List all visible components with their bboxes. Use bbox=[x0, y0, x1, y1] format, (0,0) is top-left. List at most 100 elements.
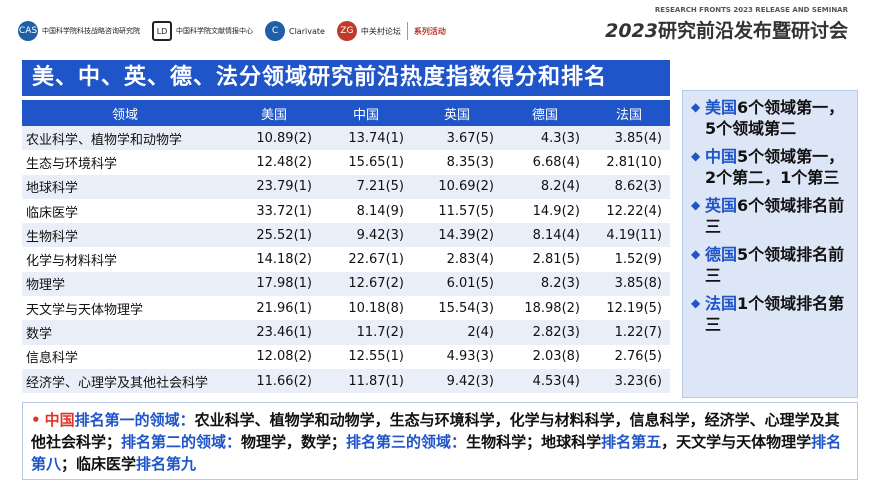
library-logo: LD 中国科学院文献情报中心 bbox=[152, 21, 253, 41]
summary-text: 法国1个领域排名第三 bbox=[705, 293, 853, 335]
score-cell: 10.18(8) bbox=[320, 296, 412, 321]
score-cell: 14.9(2) bbox=[502, 198, 588, 224]
table-header-row: 领域 美国 中国 英国 德国 法国 bbox=[22, 100, 670, 126]
table-row: 化学与材料科学 14.18(2) 22.67(1) 2.83(4) 2.81(5) 1.5… bbox=[22, 247, 670, 272]
score-cell: 21.96(1) bbox=[228, 296, 320, 321]
score-cell: 12.22(4) bbox=[588, 198, 670, 224]
header-usa: 美国 bbox=[228, 100, 320, 126]
summary-usa: ◆ 美国6个领域第一，5个领域第二 bbox=[691, 97, 853, 139]
rank5-fields: ，天文学与天体物理学 bbox=[661, 433, 812, 451]
score-cell: 13.74(1) bbox=[320, 126, 412, 151]
summary-text: 德国5个领域排名前三 bbox=[705, 244, 853, 286]
header: CAS 中国科学院科技战略咨询研究院 LD 中国科学院文献情报中心 C Clar… bbox=[0, 0, 870, 52]
score-cell: 4.3(3) bbox=[502, 126, 588, 151]
summary-detail: 5个领域排名前三 bbox=[705, 245, 845, 285]
score-cell: 4.93(3) bbox=[412, 344, 502, 369]
table-row: 地球科学 23.79(1) 7.21(5) 10.69(2) 8.2(4) 8.62(3) bbox=[22, 174, 670, 199]
summary-country: 法国 bbox=[705, 294, 738, 313]
summary-detail: 5个领域第一，2个第二，1个第三 bbox=[705, 147, 845, 187]
table-row: 物理学 17.98(1) 12.67(2) 6.01(5) 8.2(3) 3.85(8) bbox=[22, 271, 670, 297]
table-row: 生态与环境科学 12.48(2) 15.65(1) 8.35(3) 6.68(4) 2.8… bbox=[22, 150, 670, 175]
field-name-cell: 地球科学 bbox=[22, 174, 228, 199]
score-cell: 12.48(2) bbox=[228, 150, 320, 175]
score-cell: 9.42(3) bbox=[412, 368, 502, 394]
score-cell: 15.65(1) bbox=[320, 150, 412, 175]
slide-title: 美、中、英、德、法分领域研究前沿热度指数得分和排名 bbox=[22, 60, 670, 96]
summary-uk: ◆ 英国6个领域排名前三 bbox=[691, 195, 853, 237]
score-cell: 2.03(8) bbox=[502, 344, 588, 369]
banner-title: 2023研究前沿发布暨研讨会 bbox=[605, 16, 848, 43]
summary-china: ◆ 中国5个领域第一，2个第二，1个第三 bbox=[691, 146, 853, 188]
score-cell: 1.52(9) bbox=[588, 247, 670, 272]
summary-france: ◆ 法国1个领域排名第三 bbox=[691, 293, 853, 335]
bullet-icon: ◆ bbox=[691, 198, 701, 212]
rank3-label: 排名第三的领域： bbox=[346, 433, 467, 451]
bullet-icon: • bbox=[31, 411, 41, 429]
field-name-cell: 物理学 bbox=[22, 271, 228, 297]
rank1-fields: 农业科学、植物学和动物学，生态与环境科学，化学与材料科学，信息科学，经济学、心理… bbox=[31, 411, 840, 451]
bullet-icon: ◆ bbox=[691, 296, 701, 310]
score-cell: 18.98(2) bbox=[502, 296, 588, 321]
summary-country: 美国 bbox=[705, 98, 738, 117]
header-uk: 英国 bbox=[412, 100, 502, 126]
table-row: 生物科学 25.52(1) 9.42(3) 14.39(2) 8.14(4) 4.19(1… bbox=[22, 223, 670, 248]
forum-logo-text: 中关村论坛 bbox=[360, 26, 401, 36]
table-body: 农业科学、植物学和动物学 10.89(2) 13.74(1) 3.67(5) 4.3(3… bbox=[22, 126, 670, 394]
score-cell: 23.79(1) bbox=[228, 174, 320, 199]
score-cell: 9.42(3) bbox=[320, 223, 412, 248]
rank2-label: 排名第二的领域： bbox=[121, 433, 242, 451]
score-cell: 11.66(2) bbox=[228, 368, 320, 394]
banner-subtitle: RESEARCH FRONTS 2023 RELEASE AND SEMINAR bbox=[654, 6, 848, 14]
score-cell: 2.76(5) bbox=[588, 344, 670, 369]
logo-strip: CAS 中国科学院科技战略咨询研究院 LD 中国科学院文献情报中心 C Clar… bbox=[18, 18, 458, 44]
summary-text: 中国5个领域第一，2个第二，1个第三 bbox=[705, 146, 853, 188]
score-cell: 8.2(4) bbox=[502, 174, 588, 199]
table-row: 农业科学、植物学和动物学 10.89(2) 13.74(1) 3.67(5) 4.3(3… bbox=[22, 126, 670, 151]
score-cell: 2.81(10) bbox=[588, 150, 670, 175]
clarivate-logo: C Clarivate bbox=[265, 21, 325, 41]
bullet-icon: ◆ bbox=[691, 100, 701, 114]
header-germany: 德国 bbox=[502, 100, 588, 126]
score-cell: 25.52(1) bbox=[228, 223, 320, 248]
field-name-cell: 生物科学 bbox=[22, 223, 228, 248]
table-row: 临床医学 33.72(1) 8.14(9) 11.57(5) 14.9(2) 12.22(… bbox=[22, 198, 670, 224]
score-cell: 3.85(4) bbox=[588, 126, 670, 151]
score-cell: 10.69(2) bbox=[412, 174, 502, 199]
rank9-label: 排名第九 bbox=[136, 455, 197, 473]
header-field: 领域 bbox=[22, 100, 228, 126]
table-row: 经济学、心理学及其他社会科学 11.66(2) 11.87(1) 9.42(3) 4.5… bbox=[22, 368, 670, 394]
score-cell: 1.22(7) bbox=[588, 320, 670, 345]
rank1-label: 排名第一的领域： bbox=[74, 411, 195, 429]
score-cell: 10.89(2) bbox=[228, 126, 320, 151]
score-cell: 7.21(5) bbox=[320, 174, 412, 199]
score-cell: 6.68(4) bbox=[502, 150, 588, 175]
score-cell: 8.14(9) bbox=[320, 198, 412, 224]
score-cell: 17.98(1) bbox=[228, 271, 320, 297]
banner-title-text: 研究前沿发布暨研讨会 bbox=[657, 20, 848, 42]
summary-detail: 1个领域排名第三 bbox=[705, 294, 845, 334]
bullet-icon: ◆ bbox=[691, 247, 701, 261]
china-summary-box: • 中国排名第一的领域：农业科学、植物学和动物学，生态与环境科学，化学与材料科学，… bbox=[22, 402, 858, 480]
field-name-cell: 临床医学 bbox=[22, 198, 228, 224]
score-cell: 12.67(2) bbox=[320, 271, 412, 297]
field-name-cell: 经济学、心理学及其他社会科学 bbox=[22, 368, 228, 394]
library-logo-icon: LD bbox=[152, 21, 172, 41]
table-row: 信息科学 12.08(2) 12.55(1) 4.93(3) 2.03(8) 2.76(5… bbox=[22, 344, 670, 369]
logo-divider bbox=[406, 22, 408, 40]
rank5-label: 排名第五 bbox=[601, 433, 662, 451]
rank3-fields: 生物科学；地球科学 bbox=[466, 433, 602, 451]
field-name-cell: 农业科学、植物学和动物学 bbox=[22, 126, 228, 151]
field-name-cell: 天文学与天体物理学 bbox=[22, 296, 228, 321]
field-name-cell: 数学 bbox=[22, 320, 228, 345]
china-label: 中国 bbox=[44, 411, 75, 429]
score-cell: 8.2(3) bbox=[502, 271, 588, 297]
score-cell: 3.67(5) bbox=[412, 126, 502, 151]
score-cell: 4.53(4) bbox=[502, 368, 588, 394]
score-cell: 3.85(8) bbox=[588, 271, 670, 297]
score-cell: 14.39(2) bbox=[412, 223, 502, 248]
table-row: 天文学与天体物理学 21.96(1) 10.18(8) 15.54(3) 18.98(2… bbox=[22, 296, 670, 321]
score-cell: 23.46(1) bbox=[228, 320, 320, 345]
score-cell: 8.14(4) bbox=[502, 223, 588, 248]
score-cell: 3.23(6) bbox=[588, 368, 670, 394]
summary-country: 德国 bbox=[705, 245, 738, 264]
